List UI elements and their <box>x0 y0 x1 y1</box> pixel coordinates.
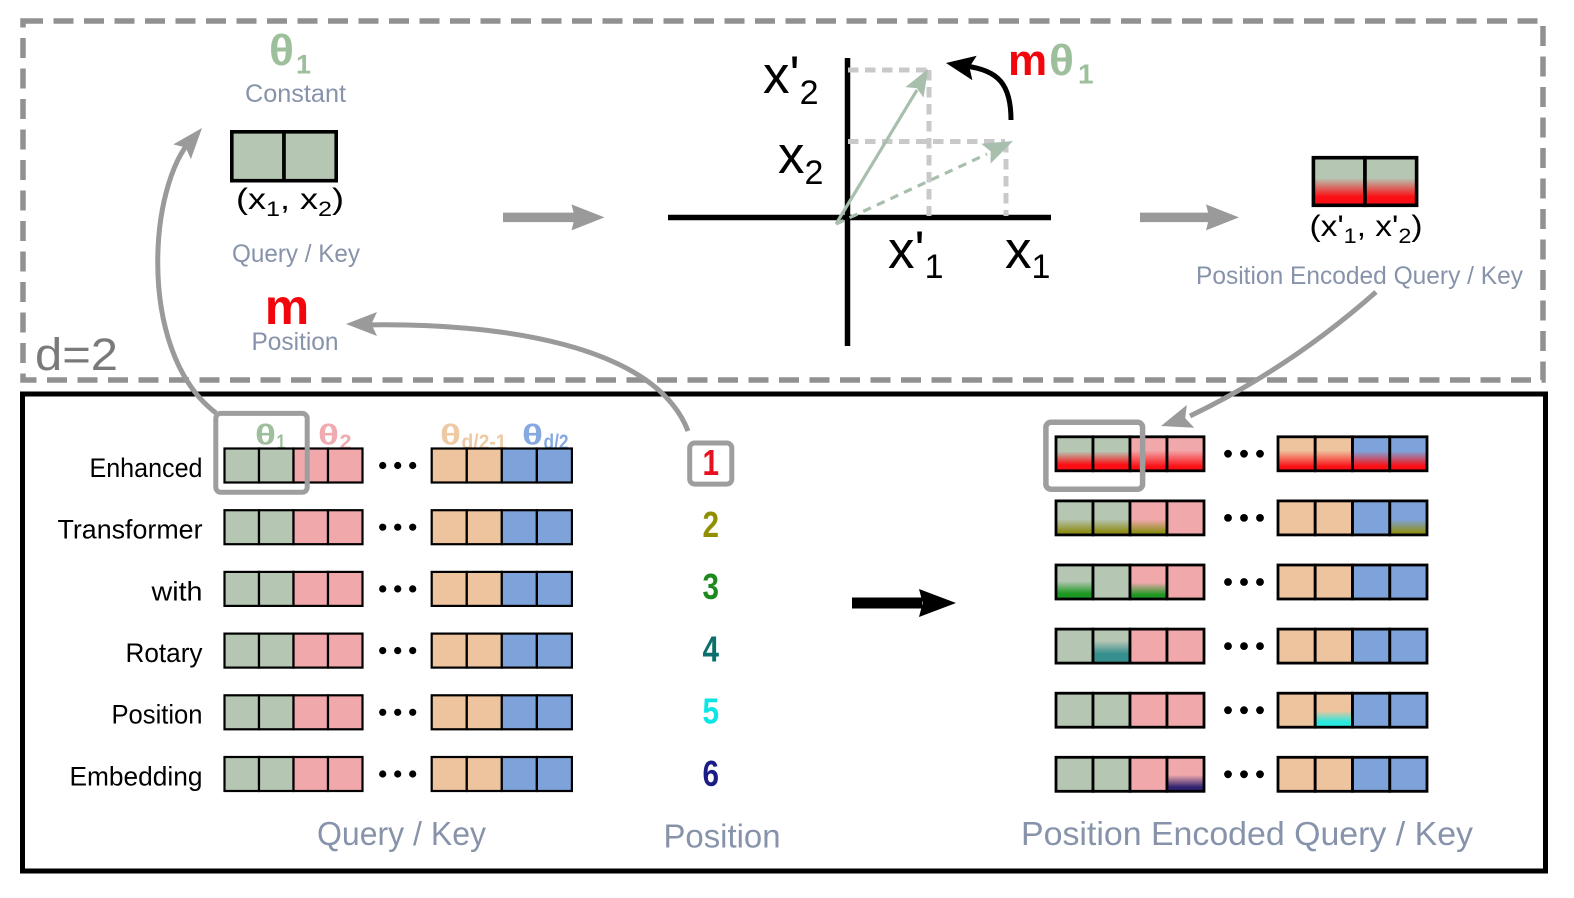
svg-text:Query / Key: Query / Key <box>232 240 360 268</box>
svg-text:1: 1 <box>1078 59 1094 90</box>
svg-text:Rotary: Rotary <box>126 638 203 668</box>
svg-text:Position: Position <box>664 818 781 855</box>
svg-text:Position Encoded Query / Key: Position Encoded Query / Key <box>1196 262 1523 290</box>
svg-text:θ: θ <box>440 420 461 452</box>
svg-text:1: 1 <box>296 50 311 80</box>
svg-text:Position: Position <box>252 328 339 356</box>
svg-text:2: 2 <box>702 504 719 545</box>
svg-text:θ: θ <box>522 420 543 452</box>
svg-text:θ: θ <box>318 420 339 452</box>
svg-text:θ: θ <box>269 26 294 75</box>
svg-text:m: m <box>265 279 309 335</box>
svg-text:Position: Position <box>112 700 203 730</box>
svg-text:1: 1 <box>702 442 719 483</box>
svg-text:x'1: x'1 <box>888 221 944 286</box>
svg-text:d=2: d=2 <box>35 329 118 380</box>
svg-text:Constant: Constant <box>245 80 346 108</box>
svg-text:Embedding: Embedding <box>70 761 203 791</box>
svg-text:(x1, x2): (x 1, x 2) <box>236 183 344 221</box>
svg-text:x1: x1 <box>1005 221 1050 286</box>
svg-text:Enhanced: Enhanced <box>90 453 203 483</box>
svg-text:Position Encoded Query / Key: Position Encoded Query / Key <box>1021 815 1474 852</box>
svg-text:with: with <box>150 576 202 606</box>
svg-text:θ: θ <box>255 420 276 452</box>
svg-text:Transformer: Transformer <box>58 515 203 545</box>
svg-text:5: 5 <box>702 691 719 732</box>
svg-text:6: 6 <box>702 753 719 794</box>
svg-text:θ: θ <box>1049 36 1074 85</box>
svg-text:m: m <box>1008 36 1047 85</box>
svg-text:4: 4 <box>702 628 719 669</box>
svg-text:Query / Key: Query / Key <box>317 815 486 852</box>
svg-text:1: 1 <box>277 431 286 454</box>
svg-text:3: 3 <box>702 566 719 607</box>
